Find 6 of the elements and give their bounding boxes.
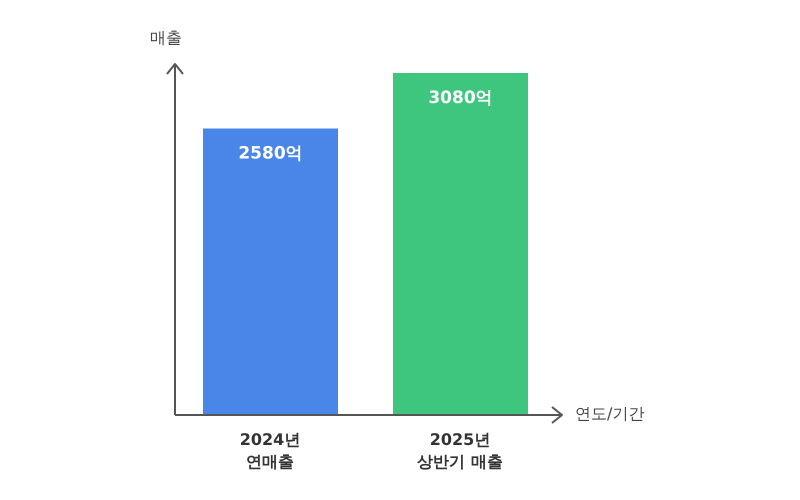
- x-tick-label: 2025년 상반기 매출: [417, 430, 503, 471]
- x-tick-label: 2024년 연매출: [240, 430, 300, 471]
- data-label: 2580억: [238, 144, 303, 164]
- x-axis-title: 연도/기간: [575, 404, 644, 425]
- data-label: 3080억: [428, 88, 493, 108]
- y-axis-title: 매출: [150, 28, 182, 49]
